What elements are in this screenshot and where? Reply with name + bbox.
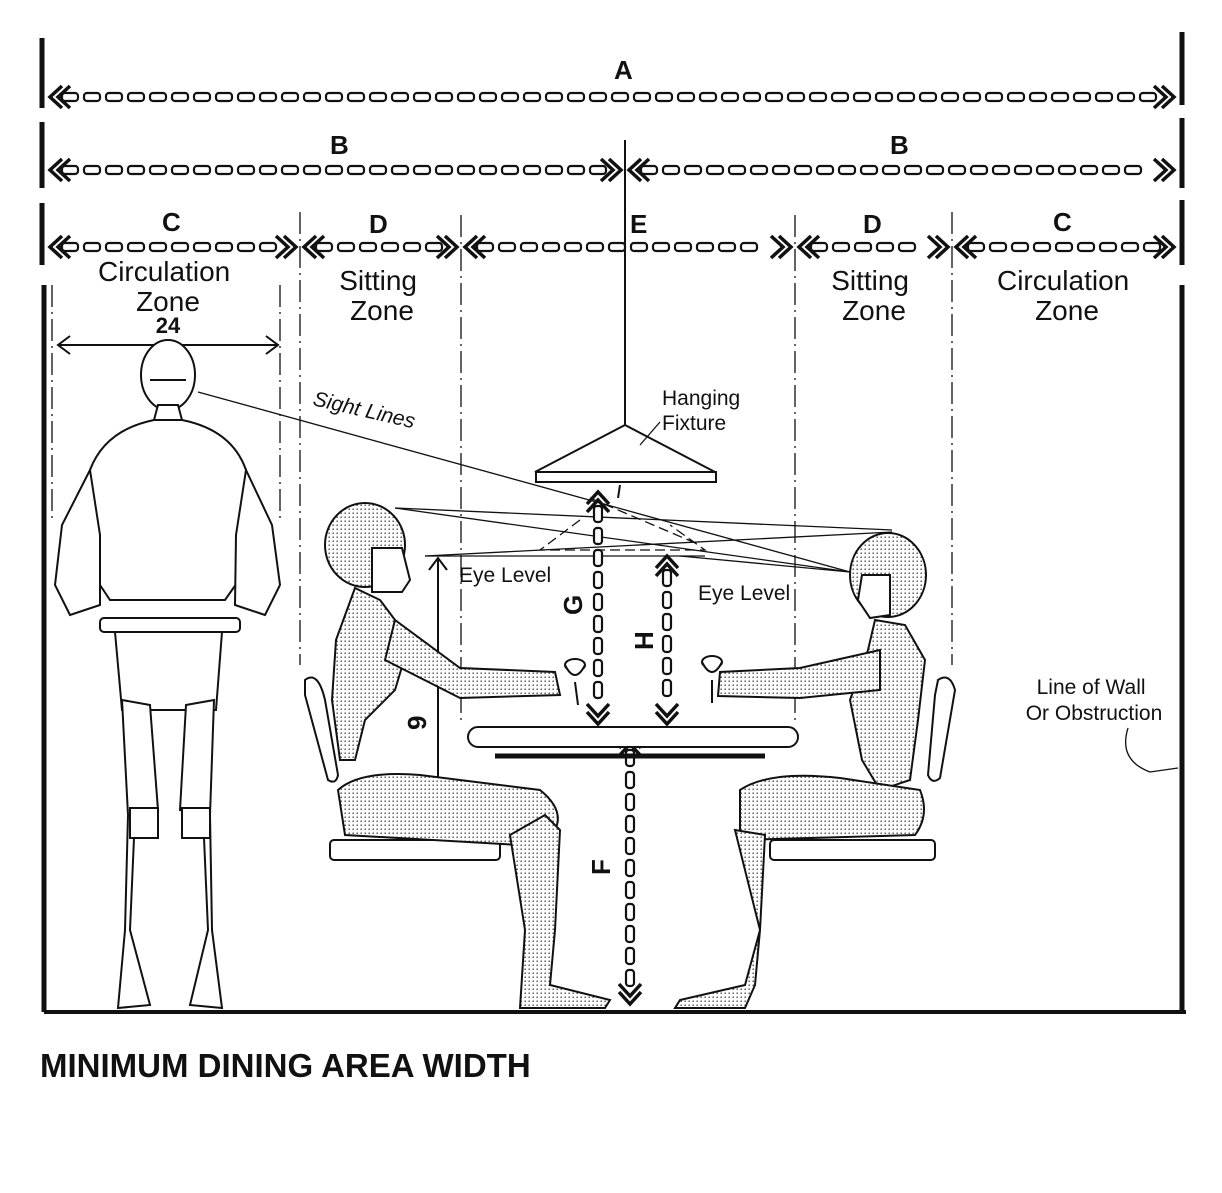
circulation-zone-left-label: Circulation Zone xyxy=(98,256,238,317)
dimension-b-left xyxy=(47,157,624,183)
dimension-d-left xyxy=(301,234,460,260)
seated-person-right xyxy=(673,532,927,1009)
shoulder-width-value: 24 xyxy=(156,313,181,338)
dimension-c-left xyxy=(47,234,299,260)
dining-table xyxy=(467,726,799,759)
dim-label-b-left: B xyxy=(330,130,349,160)
dim-label-c-left: C xyxy=(162,207,181,237)
standing-waiter xyxy=(53,339,282,1010)
eye-level-left-label: Eye Level xyxy=(459,564,551,587)
dim-label-h: H xyxy=(629,631,659,650)
sitting-zone-right-label: Sitting Zone xyxy=(831,265,917,326)
eye-height-value: 9 xyxy=(402,716,432,730)
right-chair xyxy=(769,676,957,861)
wall-label: Line of Wall Or Obstruction xyxy=(1026,676,1163,725)
dim-label-a: A xyxy=(614,55,633,85)
wall-leader xyxy=(1124,727,1179,773)
circulation-zone-right-label: Circulation Zone xyxy=(997,265,1137,326)
hanging-fixture-label: Hanging Fixture xyxy=(662,387,746,435)
dim-label-f: F xyxy=(586,859,616,875)
dimension-e xyxy=(462,234,794,260)
dimension-b-right xyxy=(626,157,1177,183)
sight-lines-label: Sight Lines xyxy=(311,387,418,433)
dimension-d-right xyxy=(796,234,951,260)
dim-label-g: G xyxy=(558,595,588,615)
dim-label-c-right: C xyxy=(1053,207,1072,237)
sight-lines xyxy=(197,391,893,573)
left-wall xyxy=(39,38,47,1012)
dim-label-e: E xyxy=(630,209,647,239)
dimension-lines xyxy=(47,84,1177,260)
zone-boundaries xyxy=(51,212,953,720)
dimension-f xyxy=(617,733,643,1007)
dimension-g xyxy=(585,489,611,727)
dim-label-b-right: B xyxy=(890,130,909,160)
eye-level-right-label: Eye Level xyxy=(698,582,790,605)
seated-person-left xyxy=(324,502,612,1009)
dimension-h xyxy=(654,553,680,727)
dimension-c-right xyxy=(953,234,1177,260)
dimension-a xyxy=(47,84,1177,110)
fixture-leader xyxy=(639,421,661,446)
left-chair xyxy=(304,676,501,861)
diagram-title: MINIMUM DINING AREA WIDTH xyxy=(40,1047,531,1084)
sitting-zone-left-label: Sitting Zone xyxy=(339,265,425,326)
dim-label-d-left: D xyxy=(369,209,388,239)
dim-label-d-right: D xyxy=(863,209,882,239)
